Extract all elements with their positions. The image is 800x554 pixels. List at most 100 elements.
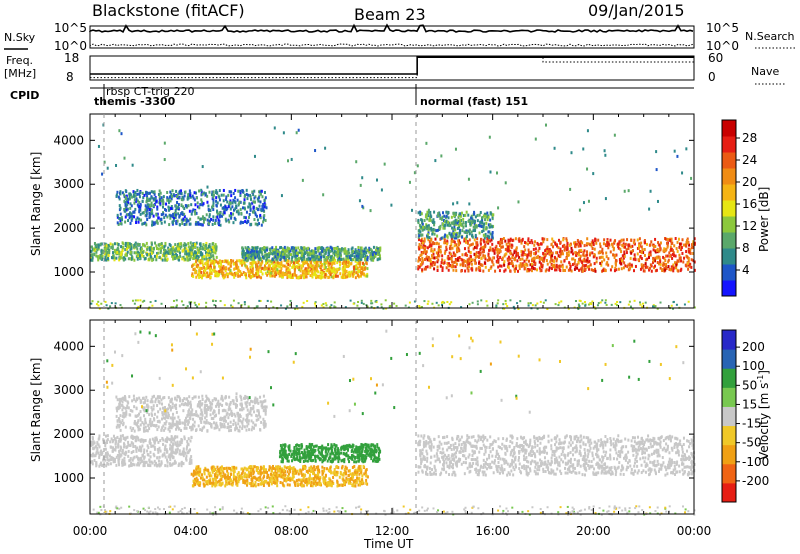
data-cell bbox=[524, 253, 527, 257]
data-cell bbox=[323, 265, 326, 269]
data-cell bbox=[658, 243, 661, 247]
data-cell bbox=[107, 257, 110, 261]
data-cell bbox=[217, 222, 220, 226]
data-cell bbox=[536, 302, 539, 305]
data-cell bbox=[294, 253, 297, 257]
data-cell bbox=[327, 261, 330, 265]
data-cell bbox=[482, 238, 485, 242]
data-cell bbox=[289, 273, 292, 277]
data-cell bbox=[110, 445, 113, 449]
data-cell bbox=[93, 441, 96, 445]
data-cell bbox=[489, 170, 492, 174]
data-cell bbox=[528, 241, 531, 245]
data-cell bbox=[491, 233, 494, 237]
data-cell bbox=[369, 252, 372, 256]
data-cell bbox=[582, 201, 585, 205]
data-cell bbox=[448, 262, 451, 266]
data-cell bbox=[360, 246, 363, 250]
data-cell bbox=[150, 460, 153, 464]
data-cell bbox=[188, 257, 191, 261]
data-cell bbox=[91, 256, 94, 260]
data-cell bbox=[470, 220, 473, 224]
data-cell bbox=[165, 253, 168, 257]
data-cell bbox=[284, 248, 287, 252]
data-cell bbox=[565, 265, 568, 269]
data-cell bbox=[115, 439, 118, 443]
data-cell bbox=[472, 247, 475, 251]
data-cell bbox=[192, 208, 195, 212]
data-cell bbox=[505, 242, 508, 246]
data-cell bbox=[556, 251, 559, 255]
data-cell bbox=[640, 263, 643, 267]
data-cell bbox=[179, 254, 182, 258]
data-cell bbox=[138, 217, 141, 221]
data-cell bbox=[594, 307, 597, 310]
data-cell bbox=[199, 203, 202, 207]
data-cell bbox=[314, 271, 317, 275]
data-cell bbox=[546, 247, 549, 251]
data-cell bbox=[476, 303, 479, 306]
data-cell bbox=[261, 247, 264, 251]
data-cell bbox=[532, 266, 535, 270]
data-cell bbox=[341, 275, 344, 279]
data-cell bbox=[130, 461, 133, 465]
data-cell bbox=[207, 245, 210, 249]
data-cell bbox=[106, 461, 109, 465]
data-cell bbox=[192, 256, 195, 260]
data-cell bbox=[228, 214, 231, 218]
data-cell bbox=[460, 211, 463, 215]
data-cell bbox=[276, 268, 279, 272]
data-cell bbox=[324, 302, 327, 305]
data-cell bbox=[561, 263, 564, 267]
data-cell bbox=[91, 443, 94, 447]
data-cell bbox=[129, 458, 132, 462]
data-cell bbox=[113, 460, 116, 464]
data-cell bbox=[244, 220, 247, 224]
data-cell bbox=[314, 274, 317, 278]
data-cell bbox=[177, 245, 180, 249]
data-cell bbox=[679, 256, 682, 260]
data-cell bbox=[331, 247, 334, 251]
data-cell bbox=[102, 123, 105, 127]
data-cell bbox=[113, 256, 116, 260]
data-cell bbox=[663, 247, 666, 251]
data-cell bbox=[302, 262, 305, 266]
data-cell bbox=[444, 249, 447, 253]
data-cell bbox=[235, 271, 238, 275]
data-cell bbox=[185, 447, 188, 451]
data-cell bbox=[204, 193, 207, 197]
data-cell bbox=[105, 258, 108, 262]
data-cell bbox=[211, 268, 214, 272]
data-cell bbox=[418, 223, 421, 227]
data-cell bbox=[603, 258, 606, 262]
data-cell bbox=[298, 250, 301, 254]
data-cell bbox=[456, 201, 459, 205]
data-cell bbox=[93, 248, 96, 252]
data-cell bbox=[438, 254, 441, 258]
data-cell bbox=[430, 249, 433, 253]
data-cell bbox=[213, 265, 216, 269]
data-cell bbox=[446, 223, 449, 227]
data-cell bbox=[305, 247, 308, 251]
data-cell bbox=[105, 304, 108, 307]
data-cell bbox=[420, 233, 423, 237]
data-cell bbox=[121, 218, 124, 222]
data-cell bbox=[461, 235, 464, 239]
data-cell bbox=[655, 168, 658, 172]
data-cell bbox=[478, 231, 481, 235]
data-cell bbox=[460, 306, 463, 309]
data-cell bbox=[206, 218, 209, 222]
data-cell bbox=[583, 249, 586, 253]
data-cell bbox=[552, 259, 555, 263]
data-cell bbox=[467, 213, 470, 217]
data-cell bbox=[443, 226, 446, 230]
data-cell bbox=[445, 214, 448, 218]
data-cell bbox=[107, 243, 110, 247]
data-cell bbox=[229, 199, 232, 203]
data-cell bbox=[351, 272, 354, 276]
data-cell bbox=[138, 445, 141, 449]
data-cell bbox=[305, 249, 308, 253]
data-cell bbox=[247, 270, 250, 274]
data-cell bbox=[101, 254, 104, 258]
data-cell bbox=[263, 205, 266, 209]
